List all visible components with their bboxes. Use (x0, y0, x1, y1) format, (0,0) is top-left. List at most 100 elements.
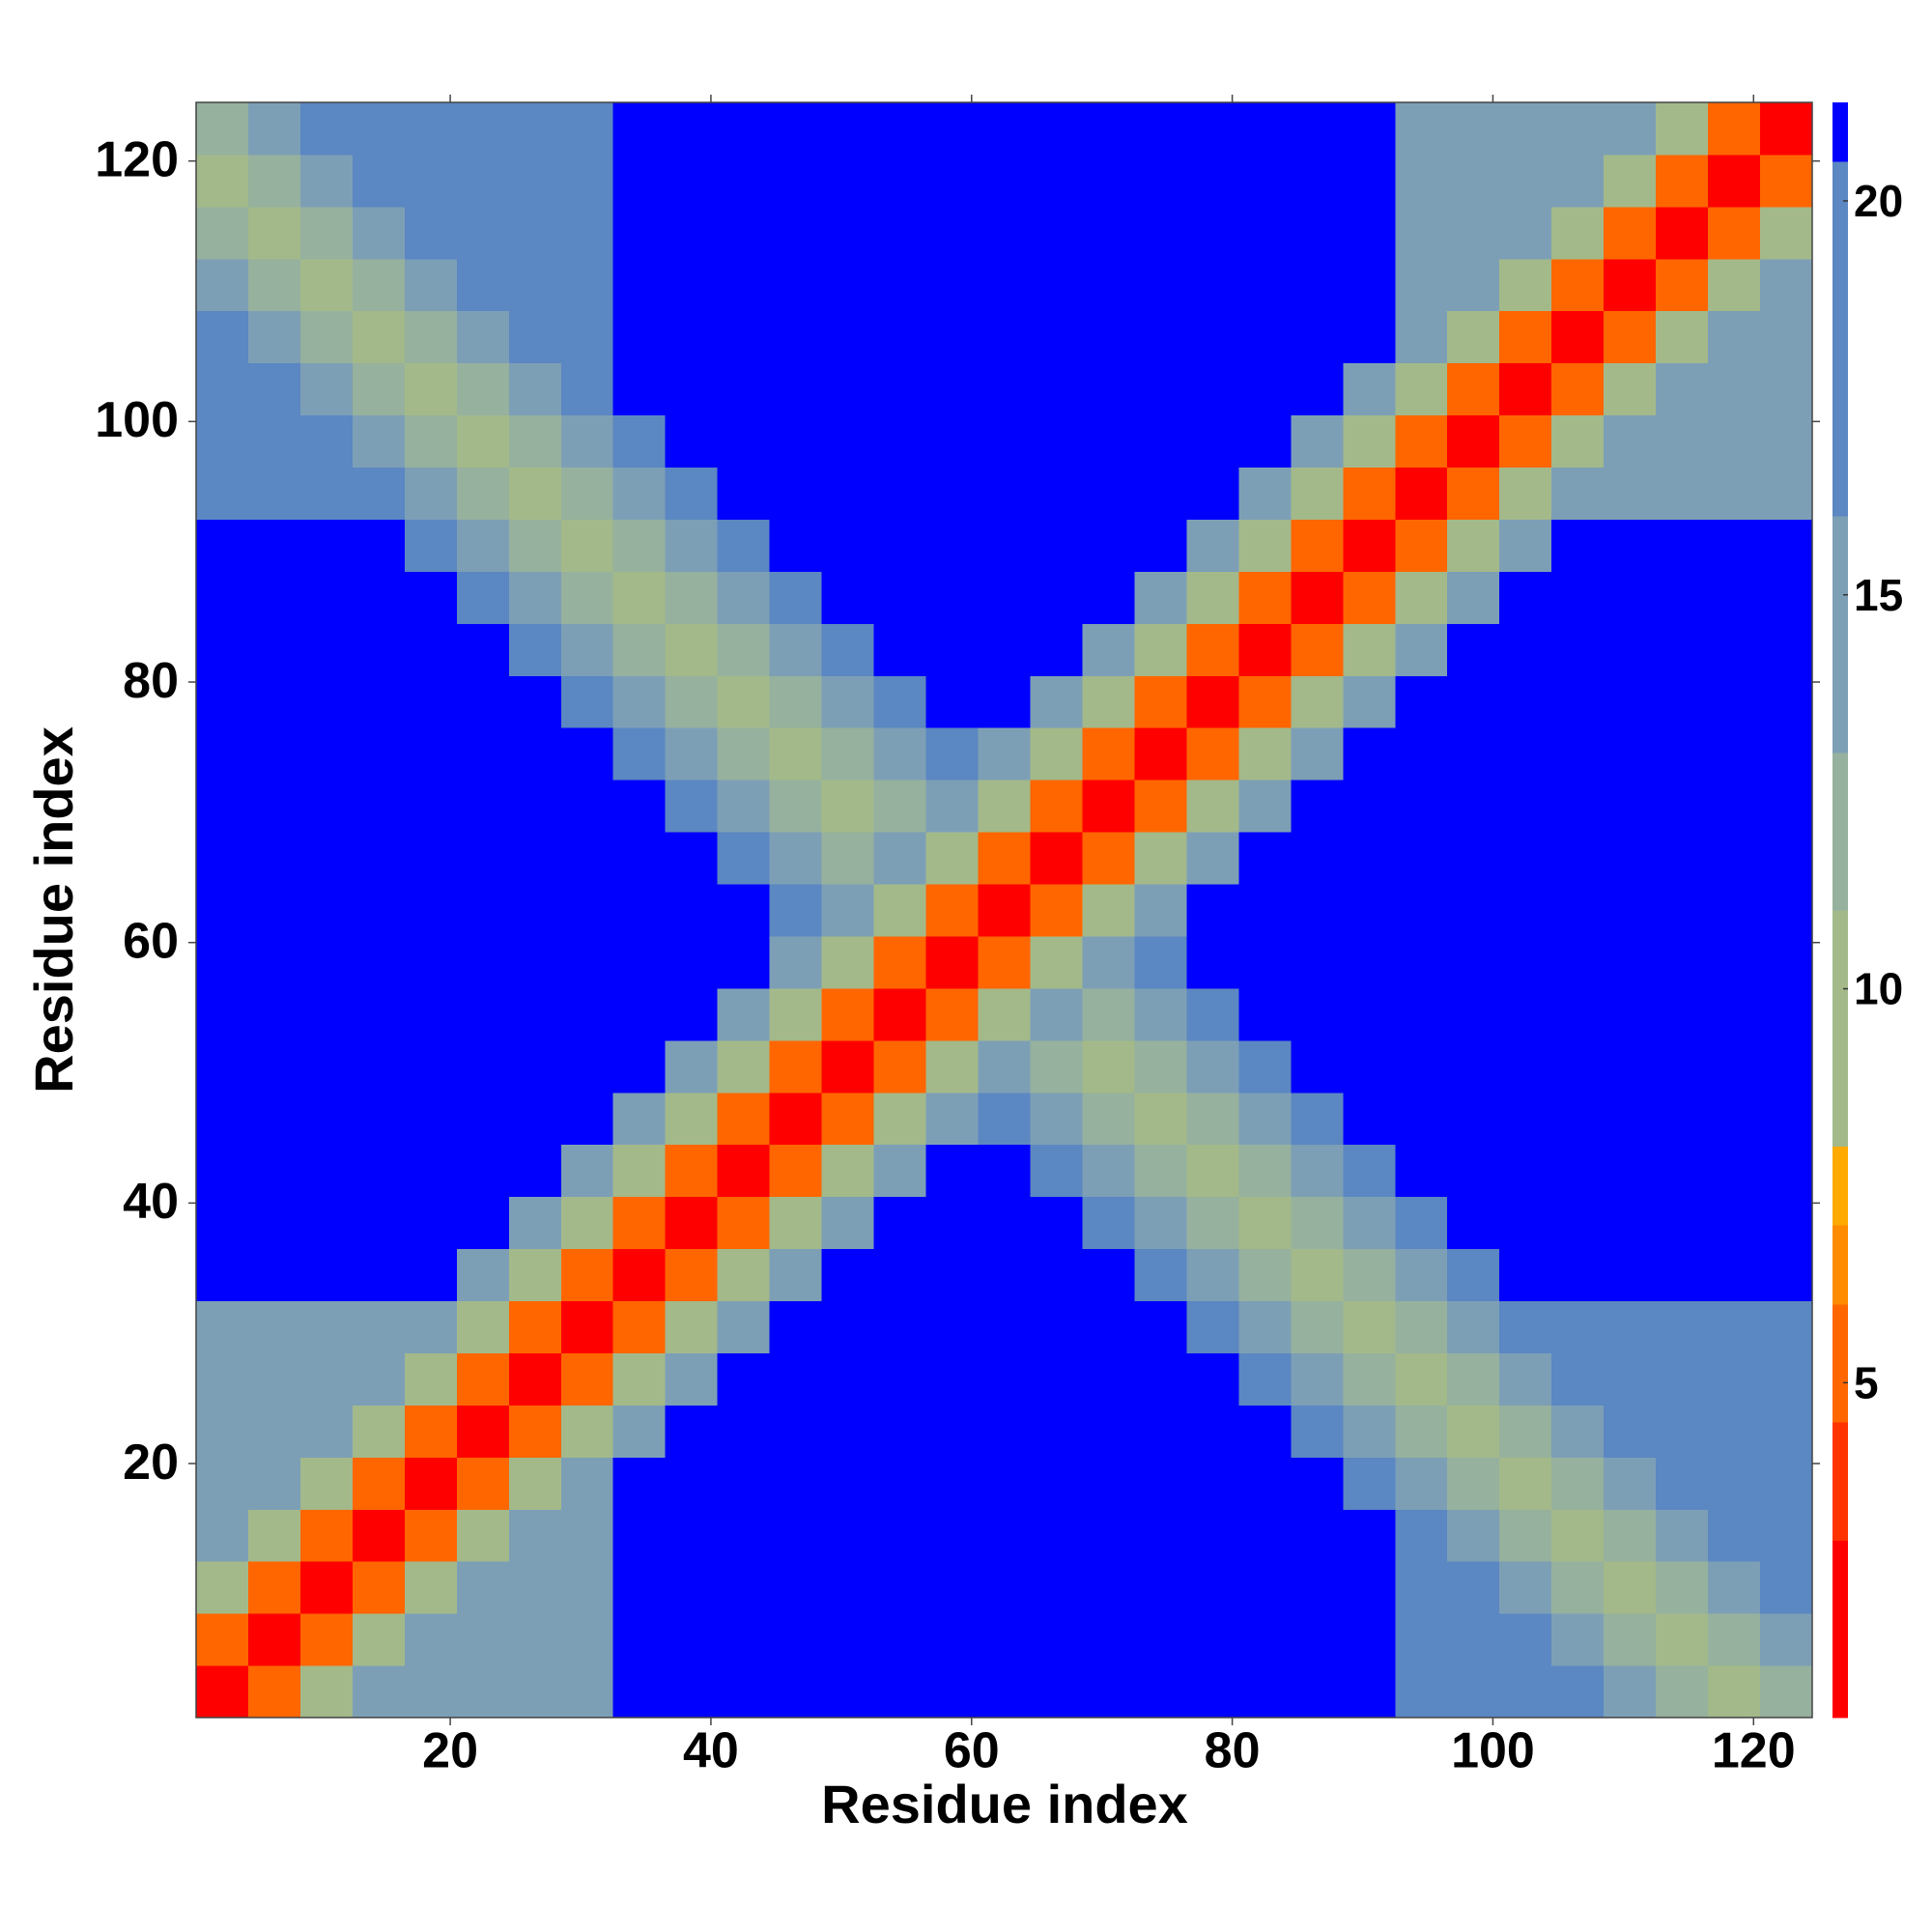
heatmap-cell (299, 154, 354, 208)
heatmap-cell (1604, 987, 1657, 1041)
heatmap-cell (1082, 1248, 1135, 1302)
heatmap-cell (1708, 675, 1761, 728)
heatmap-cell (978, 362, 1031, 416)
heatmap-cell (612, 519, 667, 572)
heatmap-cell (352, 1665, 406, 1719)
heatmap-cell (978, 1144, 1031, 1198)
heatmap-cell (456, 780, 510, 833)
heatmap-cell (352, 1457, 406, 1510)
heatmap-cell (1447, 414, 1500, 469)
heatmap-cell (1395, 1613, 1448, 1666)
heatmap-cell (299, 1039, 354, 1094)
heatmap-cell (560, 1509, 614, 1562)
heatmap-cell (1186, 362, 1239, 416)
heatmap-cell (508, 780, 562, 833)
heatmap-cell (1395, 987, 1448, 1041)
heatmap-cell (1447, 935, 1500, 989)
heatmap-cell (1760, 675, 1813, 728)
heatmap-cell (299, 571, 354, 624)
heatmap-cell (456, 206, 510, 260)
heatmap-cell (1291, 258, 1344, 312)
heatmap-cell (1082, 206, 1135, 260)
heatmap-cell (1499, 1039, 1552, 1094)
heatmap-cell (717, 1039, 771, 1094)
heatmap-cell (1551, 623, 1605, 676)
heatmap-cell (717, 362, 771, 416)
heatmap-cell (247, 1613, 301, 1666)
heatmap-cell (873, 571, 927, 624)
heatmap-cell (1238, 780, 1292, 833)
heatmap-cell (1395, 467, 1448, 520)
heatmap-cell (508, 884, 562, 937)
heatmap-cell (665, 1457, 719, 1510)
heatmap-cell (247, 206, 301, 260)
heatmap-cell (1447, 1405, 1500, 1458)
heatmap-cell (1186, 1457, 1239, 1510)
heatmap-cell (196, 102, 249, 156)
heatmap-cell (1343, 467, 1396, 520)
heatmap-cell (1499, 727, 1552, 781)
heatmap-cell (1447, 1144, 1500, 1198)
heatmap-cell (247, 832, 301, 885)
heatmap-cell (1134, 154, 1187, 208)
heatmap-cell (1760, 935, 1813, 989)
heatmap-cell (196, 780, 249, 833)
heatmap-cell (665, 1509, 719, 1562)
heatmap-cell (1238, 206, 1292, 260)
heatmap-cell (1186, 258, 1239, 312)
heatmap-cell (508, 1196, 562, 1250)
heatmap-cell (1238, 935, 1292, 989)
heatmap-cell (1395, 102, 1448, 156)
heatmap-cell (665, 1613, 719, 1666)
heatmap-cell (821, 154, 875, 208)
heatmap-cell (717, 1196, 771, 1250)
heatmap-cell (1499, 832, 1552, 885)
heatmap-cell (769, 206, 823, 260)
heatmap-cell (1134, 1300, 1187, 1353)
colorbar-tick-label: 15 (1854, 570, 1903, 620)
heatmap-cell (1708, 1300, 1761, 1353)
heatmap-cell (299, 1352, 354, 1406)
heatmap-cell (1134, 414, 1187, 469)
heatmap-cell (1760, 1092, 1813, 1146)
heatmap-cell (456, 727, 510, 781)
heatmap-cell (1238, 832, 1292, 885)
heatmap-cell (1291, 310, 1344, 364)
heatmap-cell (1134, 571, 1187, 624)
heatmap-cell (508, 1613, 562, 1666)
heatmap-cell (1082, 675, 1135, 728)
heatmap-cell (352, 935, 406, 989)
y-tick-label: 100 (95, 392, 179, 448)
heatmap-cell (560, 206, 614, 260)
heatmap-cell (1447, 467, 1500, 520)
y-tick-label: 120 (95, 131, 179, 187)
heatmap-cell (978, 519, 1031, 572)
heatmap-cell (508, 310, 562, 364)
heatmap-cell (247, 884, 301, 937)
heatmap-cell (925, 1300, 980, 1353)
heatmap-cell (1656, 935, 1709, 989)
heatmap-cell (1134, 1039, 1187, 1094)
heatmap-cell (821, 1665, 875, 1719)
heatmap-cell (1134, 1613, 1187, 1666)
heatmap-cell (1551, 362, 1605, 416)
heatmap-cell (978, 1457, 1031, 1510)
heatmap-cell (1343, 154, 1396, 208)
heatmap-cell (1030, 623, 1083, 676)
heatmap-cell (978, 102, 1031, 156)
x-axis-title: Residue index (821, 1774, 1188, 1834)
heatmap-cell (1656, 1196, 1709, 1250)
heatmap-cell (665, 1144, 719, 1198)
heatmap-cell (873, 1613, 927, 1666)
heatmap-cell (352, 1196, 406, 1250)
heatmap-cell (352, 154, 406, 208)
heatmap-cell (1551, 519, 1605, 572)
heatmap-cell (299, 206, 354, 260)
heatmap-cell (1395, 1039, 1448, 1094)
y-tick-label: 80 (123, 653, 179, 709)
heatmap-cell (299, 1613, 354, 1666)
heatmap-cell (1499, 362, 1552, 416)
heatmap-cell (978, 571, 1031, 624)
heatmap-cell (1395, 727, 1448, 781)
heatmap-cell (665, 1092, 719, 1146)
